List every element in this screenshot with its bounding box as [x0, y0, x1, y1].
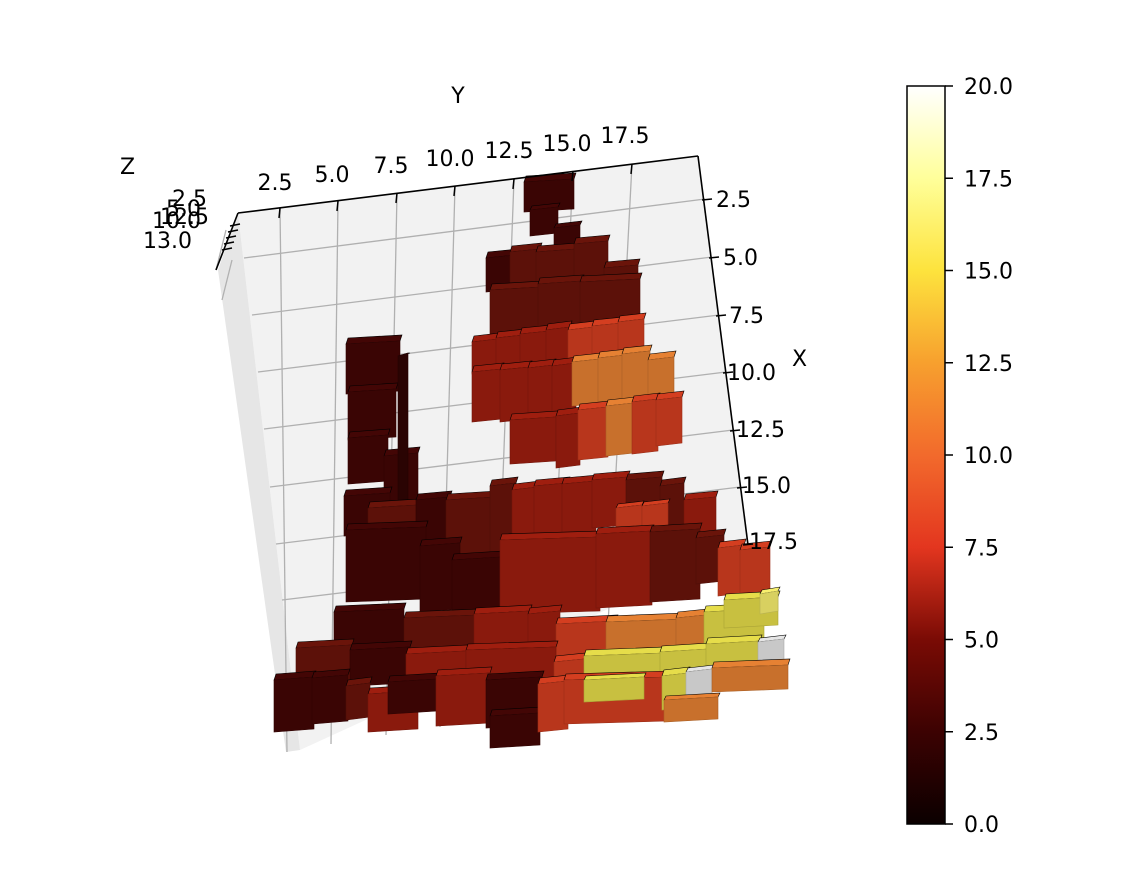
colorbar-gradient	[906, 85, 946, 825]
voxel-face	[347, 388, 397, 441]
y-axis-ticks: 2.5 5.0 7.5 10.0 12.5 15.0 17.5	[258, 124, 650, 196]
colorbar-tick-label: 10.0	[964, 444, 1013, 469]
tick-mark	[225, 235, 237, 239]
tick-mark	[736, 486, 748, 489]
x-tick-label: 17.5	[749, 530, 798, 555]
grid-line	[279, 207, 288, 753]
tick-mark	[227, 229, 239, 233]
x-axis-label: X	[792, 347, 807, 372]
voxel-face	[311, 674, 349, 725]
tick-mark	[630, 163, 633, 175]
z-axis-ticks: 2.5 5.0 10.0 12.5 13.0	[143, 187, 209, 254]
tick-mark	[229, 223, 241, 227]
tick-mark	[708, 256, 720, 259]
colorbar-tick-label: 17.5	[964, 167, 1013, 192]
y-tick-label: 15.0	[543, 132, 592, 157]
y-tick-label: 10.0	[426, 147, 475, 172]
z-tick-label: 2.5	[172, 187, 207, 212]
grid-line	[221, 259, 233, 301]
voxel-face	[555, 412, 581, 469]
colorbar-tick-label: 15.0	[964, 260, 1013, 285]
x-tick-label: 15.0	[742, 474, 791, 499]
voxel-face	[273, 676, 315, 733]
voxel-face	[489, 712, 541, 749]
z-tick-label: 13.0	[143, 229, 192, 254]
voxel-face	[471, 368, 503, 423]
voxel-face	[577, 406, 609, 461]
voxel-face	[387, 678, 439, 715]
voxel-face	[595, 530, 653, 609]
voxel-face	[509, 416, 557, 465]
colorbar-tick-label: 0.0	[964, 813, 999, 838]
tick-mark	[742, 543, 754, 546]
tick-mark	[722, 371, 734, 374]
x-tick-label: 2.5	[716, 188, 751, 213]
x-tick-label: 5.0	[723, 246, 758, 271]
y-axis-label: Y	[450, 84, 465, 109]
voxel-face	[571, 358, 601, 407]
tick-mark	[336, 200, 339, 212]
y-tick-label: 5.0	[315, 163, 350, 188]
tick-mark	[571, 170, 574, 182]
voxel-face	[345, 526, 427, 603]
y-tick-label: 12.5	[485, 139, 534, 164]
tick-mark	[715, 314, 727, 317]
voxel-face	[711, 664, 789, 693]
colorbar-tick-label: 20.0	[964, 75, 1013, 100]
voxel-face	[759, 590, 779, 615]
voxel-face	[561, 480, 597, 537]
voxel-face	[499, 536, 601, 615]
voxel-face	[649, 528, 701, 603]
voxel-face	[347, 434, 389, 485]
voxel-plot	[273, 172, 791, 749]
voxel-face	[655, 396, 683, 447]
tick-mark	[729, 429, 741, 432]
tick-mark	[701, 198, 713, 201]
x-tick-label: 10.0	[727, 361, 776, 386]
colorbar-tick-label: 12.5	[964, 352, 1013, 377]
colorbar-tick-label: 2.5	[964, 721, 999, 746]
colorbar-tick-label: 7.5	[964, 536, 999, 561]
voxel-face	[605, 402, 635, 457]
tick-mark	[395, 192, 398, 204]
voxel-face	[631, 398, 659, 455]
tick-mark	[512, 178, 515, 190]
voxel-face	[621, 350, 651, 401]
x-tick-label: 12.5	[736, 418, 785, 443]
voxel-face	[345, 682, 371, 721]
side-pane	[218, 213, 300, 752]
x-tick-label: 7.5	[729, 304, 764, 329]
voxel-face	[537, 680, 569, 733]
tick-mark	[221, 247, 233, 251]
y-tick-label: 2.5	[258, 171, 293, 196]
grid-line	[243, 198, 706, 259]
z-tick-label: 10.0	[152, 209, 201, 234]
y-tick-label: 17.5	[601, 124, 650, 149]
voxel-face	[523, 178, 575, 213]
grid-line	[215, 229, 227, 271]
z-axis-label: Z	[120, 155, 135, 180]
z-tick-label: 5.0	[166, 197, 201, 222]
z-tick-label: 12.5	[160, 205, 209, 230]
colorbar-ticks: 0.0 2.5 5.0 7.5 10.0 12.5 15.0 17.5 20.0	[945, 75, 1013, 838]
tick-marks	[221, 163, 754, 546]
tick-mark	[453, 185, 456, 197]
voxel-face	[583, 676, 645, 703]
axis-lines	[215, 155, 749, 546]
voxel-face	[397, 352, 409, 517]
colorbar: 0.0 2.5 5.0 7.5 10.0 12.5 15.0 17.5 20.0	[906, 75, 1013, 838]
colorbar-tick-label: 5.0	[964, 629, 999, 654]
voxel-face	[435, 672, 491, 727]
tick-mark	[278, 207, 281, 219]
tick-mark	[223, 241, 235, 245]
y-tick-label: 7.5	[374, 154, 409, 179]
x-axis-ticks: 2.5 5.0 7.5 10.0 12.5 15.0 17.5	[716, 188, 798, 555]
voxel-face	[663, 696, 719, 723]
